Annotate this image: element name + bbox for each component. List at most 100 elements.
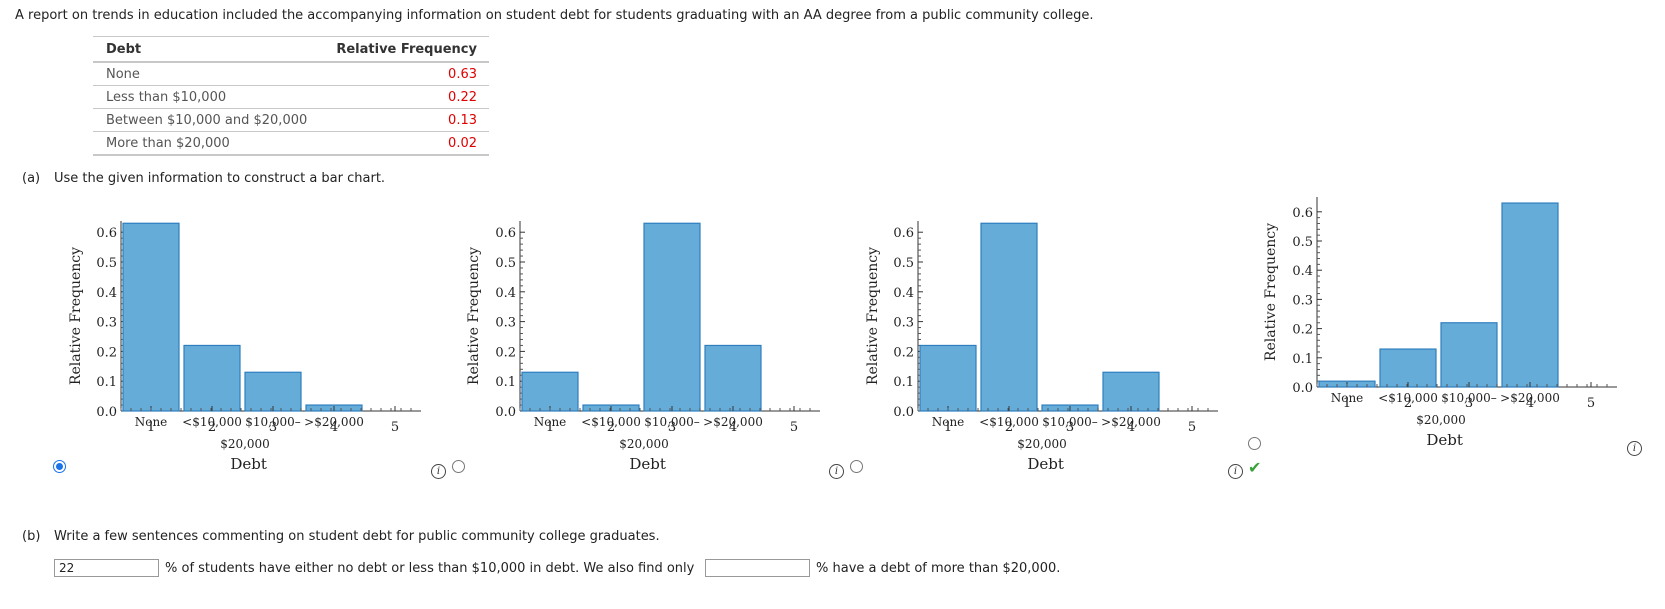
category-sublabel: $20,000 [1416, 413, 1466, 427]
info-icon[interactable]: i [431, 464, 446, 479]
bar-chart-2: 0.0 0.1 0.2 0.3 0.4 0.5 0.6 Relative Frequency 1… [466, 221, 820, 470]
y-tick-label: 0.0 [495, 405, 516, 420]
relative-frequency-cell: 0.22 [321, 85, 489, 109]
x-tick-label: 3 [668, 420, 676, 435]
y-tick-label: 0.2 [893, 345, 914, 360]
bar [1440, 322, 1498, 388]
y-tick-label: 0.1 [1292, 352, 1313, 367]
y-tick-label: 0.3 [893, 316, 914, 331]
bar [122, 222, 180, 412]
category-sublabel: $20,000 [619, 437, 669, 451]
debt-category-cell: Between $10,000 and $20,000 [93, 108, 322, 132]
x-tick-label: 5 [790, 420, 798, 435]
x-tick-label: 3 [1066, 420, 1074, 435]
x-tick-label: 4 [729, 420, 737, 435]
x-tick-label: 5 [1188, 420, 1196, 435]
table-header-row: Debt Relative Frequency [93, 36, 489, 63]
x-tick-label: 1 [546, 420, 554, 435]
info-icon[interactable]: i [829, 464, 844, 479]
table-row: Less than $10,000 0.22 [93, 85, 489, 109]
y-axis-title: Relative Frequency [1263, 223, 1279, 361]
bar [521, 371, 579, 412]
part-b-instruction: Write a few sentences commenting on stud… [54, 529, 660, 544]
y-tick-label: 0.6 [893, 226, 914, 241]
category-label: $10,000– [245, 415, 301, 429]
y-tick-label: 0.6 [495, 226, 516, 241]
part-a-instruction: Use the given information to construct a… [54, 171, 386, 186]
x-tick-label: 2 [1404, 396, 1412, 411]
bar [183, 344, 241, 412]
category-label: <$10,000 [182, 415, 242, 429]
category-label: $10,000– [1441, 391, 1497, 405]
y-tick-label: 0.4 [1292, 264, 1313, 279]
category-label: <$10,000 [1378, 391, 1438, 405]
category-label: $10,000– [1042, 415, 1098, 429]
x-tick-label: 4 [330, 420, 338, 435]
y-tick-label: 0.1 [893, 375, 914, 390]
percent-no-or-low-debt-input[interactable] [54, 559, 159, 577]
y-tick-label: 0.4 [893, 286, 914, 301]
checkmark-icon: ✔ [1248, 458, 1262, 477]
table-row: More than $20,000 0.02 [93, 131, 489, 156]
y-tick-label: 0.3 [96, 316, 117, 331]
y-tick-label: 0.6 [1292, 206, 1313, 221]
category-label: None [534, 415, 567, 429]
category-sublabel: $20,000 [1017, 437, 1067, 451]
category-label: >$20,000 [304, 415, 364, 429]
x-tick-label: 3 [269, 420, 277, 435]
x-tick-label: 3 [1465, 396, 1473, 411]
info-icon[interactable]: i [1228, 464, 1243, 479]
debt-category-cell: Less than $10,000 [93, 85, 322, 109]
part-b-label: (b) [22, 529, 41, 544]
x-tick-label: 2 [1005, 420, 1013, 435]
bar [1501, 202, 1559, 388]
sentence-end-text: % have a debt of more than $20,000. [816, 561, 1061, 576]
relative-frequency-cell: 0.13 [321, 108, 489, 132]
bar [919, 344, 977, 412]
relative-frequency-cell: 0.02 [321, 131, 489, 156]
relative-frequency-cell: 0.63 [321, 62, 489, 86]
chart-option-3-radio[interactable] [850, 460, 863, 473]
x-axis-title: Debt [1027, 455, 1064, 470]
x-tick-label: 5 [1587, 396, 1595, 411]
bar [980, 222, 1038, 412]
percent-high-debt-input[interactable] [705, 559, 810, 577]
info-icon[interactable]: i [1627, 441, 1642, 456]
y-tick-label: 0.5 [495, 256, 516, 271]
bar [1379, 348, 1437, 388]
y-tick-label: 0.1 [96, 375, 117, 390]
y-tick-label: 0.2 [495, 345, 516, 360]
chart-option-2-radio[interactable] [452, 460, 465, 473]
y-tick-label: 0.2 [96, 345, 117, 360]
category-label: >$20,000 [1500, 391, 1560, 405]
table-row: Between $10,000 and $20,000 0.13 [93, 108, 489, 132]
chart-option-4-radio[interactable] [1248, 437, 1261, 450]
category-label: >$20,000 [703, 415, 763, 429]
chart-option-1-radio[interactable] [53, 460, 66, 473]
y-tick-label: 0.4 [96, 286, 117, 301]
category-label: <$10,000 [979, 415, 1039, 429]
category-sublabel: $20,000 [220, 437, 270, 451]
category-label: $10,000– [644, 415, 700, 429]
bar-chart-3: 0.0 0.1 0.2 0.3 0.4 0.5 0.6 Relative Frequency 1… [865, 221, 1218, 470]
bar-chart-options: 0.0 0.1 0.2 0.3 0.4 0.5 0.6 Relative Frequency 1… [68, 197, 1617, 470]
x-tick-label: 1 [147, 420, 155, 435]
y-tick-label: 0.0 [96, 405, 117, 420]
column-header-relative-frequency: Relative Frequency [321, 36, 489, 63]
y-axis-title: Relative Frequency [865, 247, 881, 385]
category-label: None [135, 415, 168, 429]
y-axis-title: Relative Frequency [466, 247, 482, 385]
x-axis-title: Debt [629, 455, 666, 470]
y-tick-label: 0.6 [96, 226, 117, 241]
bar-chart-1: 0.0 0.1 0.2 0.3 0.4 0.5 0.6 Relative Frequency 1… [68, 221, 421, 470]
y-tick-label: 0.3 [495, 316, 516, 331]
bar-chart-4: 0.0 0.1 0.2 0.3 0.4 0.5 0.6 Relative Frequency 1… [1263, 197, 1617, 449]
debt-frequency-table: Debt Relative Frequency None 0.63 Less t… [93, 36, 489, 156]
x-tick-label: 1 [944, 420, 952, 435]
x-tick-label: 4 [1127, 420, 1135, 435]
x-axis-title: Debt [1426, 431, 1463, 449]
x-tick-label: 5 [391, 420, 399, 435]
category-label: <$10,000 [581, 415, 641, 429]
y-tick-label: 0.4 [495, 286, 516, 301]
category-label: >$20,000 [1101, 415, 1161, 429]
